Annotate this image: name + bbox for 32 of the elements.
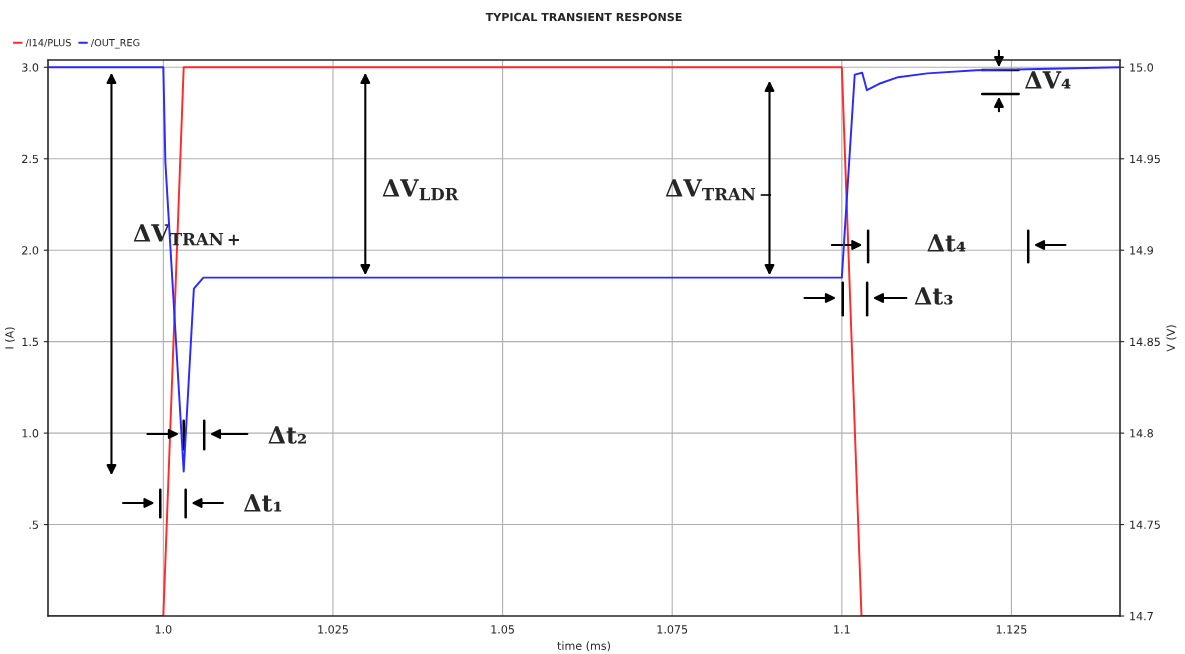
x-tick-label: 1.125 <box>996 625 1027 634</box>
annotation: Δt₁ <box>243 494 282 512</box>
annotation: ΔV₄ <box>1025 71 1071 89</box>
y2-axis-title: V (V) <box>1166 325 1177 352</box>
x-tick-label: 1.075 <box>657 625 688 634</box>
y2-tick-label: 15.0 <box>1130 63 1154 72</box>
x-tick-label: 1.0 <box>155 625 172 634</box>
y2-tick-label: 14.7 <box>1130 612 1153 621</box>
chart-title: TYPICAL TRANSIENT RESPONSE <box>485 12 682 22</box>
annotation: Δt₂ <box>268 426 306 444</box>
annotation: Δt₄ <box>927 234 966 252</box>
y2-tick-label: 14.8 <box>1130 429 1154 438</box>
y-tick-label: 3.0 <box>22 63 39 72</box>
x-tick-label: 1.025 <box>318 625 348 634</box>
y-tick-label: .5 <box>29 520 38 529</box>
y-tick-label: 1.5 <box>22 337 38 347</box>
legend-label: /I14/PLUS <box>25 38 71 48</box>
y-tick-label: 2.5 <box>22 154 38 164</box>
y-tick-label: 2.0 <box>22 246 39 255</box>
annotation: Δt₃ <box>914 287 953 305</box>
line-series <box>48 66 1120 473</box>
x-axis-title: time (ms) <box>557 641 610 652</box>
y2-tick-label: 14.75 <box>1130 520 1160 529</box>
y2-tick-label: 14.9 <box>1130 246 1153 255</box>
legend-label: /OUT_REG <box>90 38 140 49</box>
annotation: ΔV$_{LDR}$ <box>382 179 459 201</box>
y-tick-label: 1.0 <box>22 429 39 438</box>
y-axis-title: I (A) <box>5 327 15 349</box>
x-tick-label: 1.1 <box>834 625 850 634</box>
y2-tick-label: 14.85 <box>1130 337 1160 347</box>
y2-tick-label: 14.95 <box>1130 154 1160 164</box>
x-tick-label: 1.05 <box>491 625 514 634</box>
